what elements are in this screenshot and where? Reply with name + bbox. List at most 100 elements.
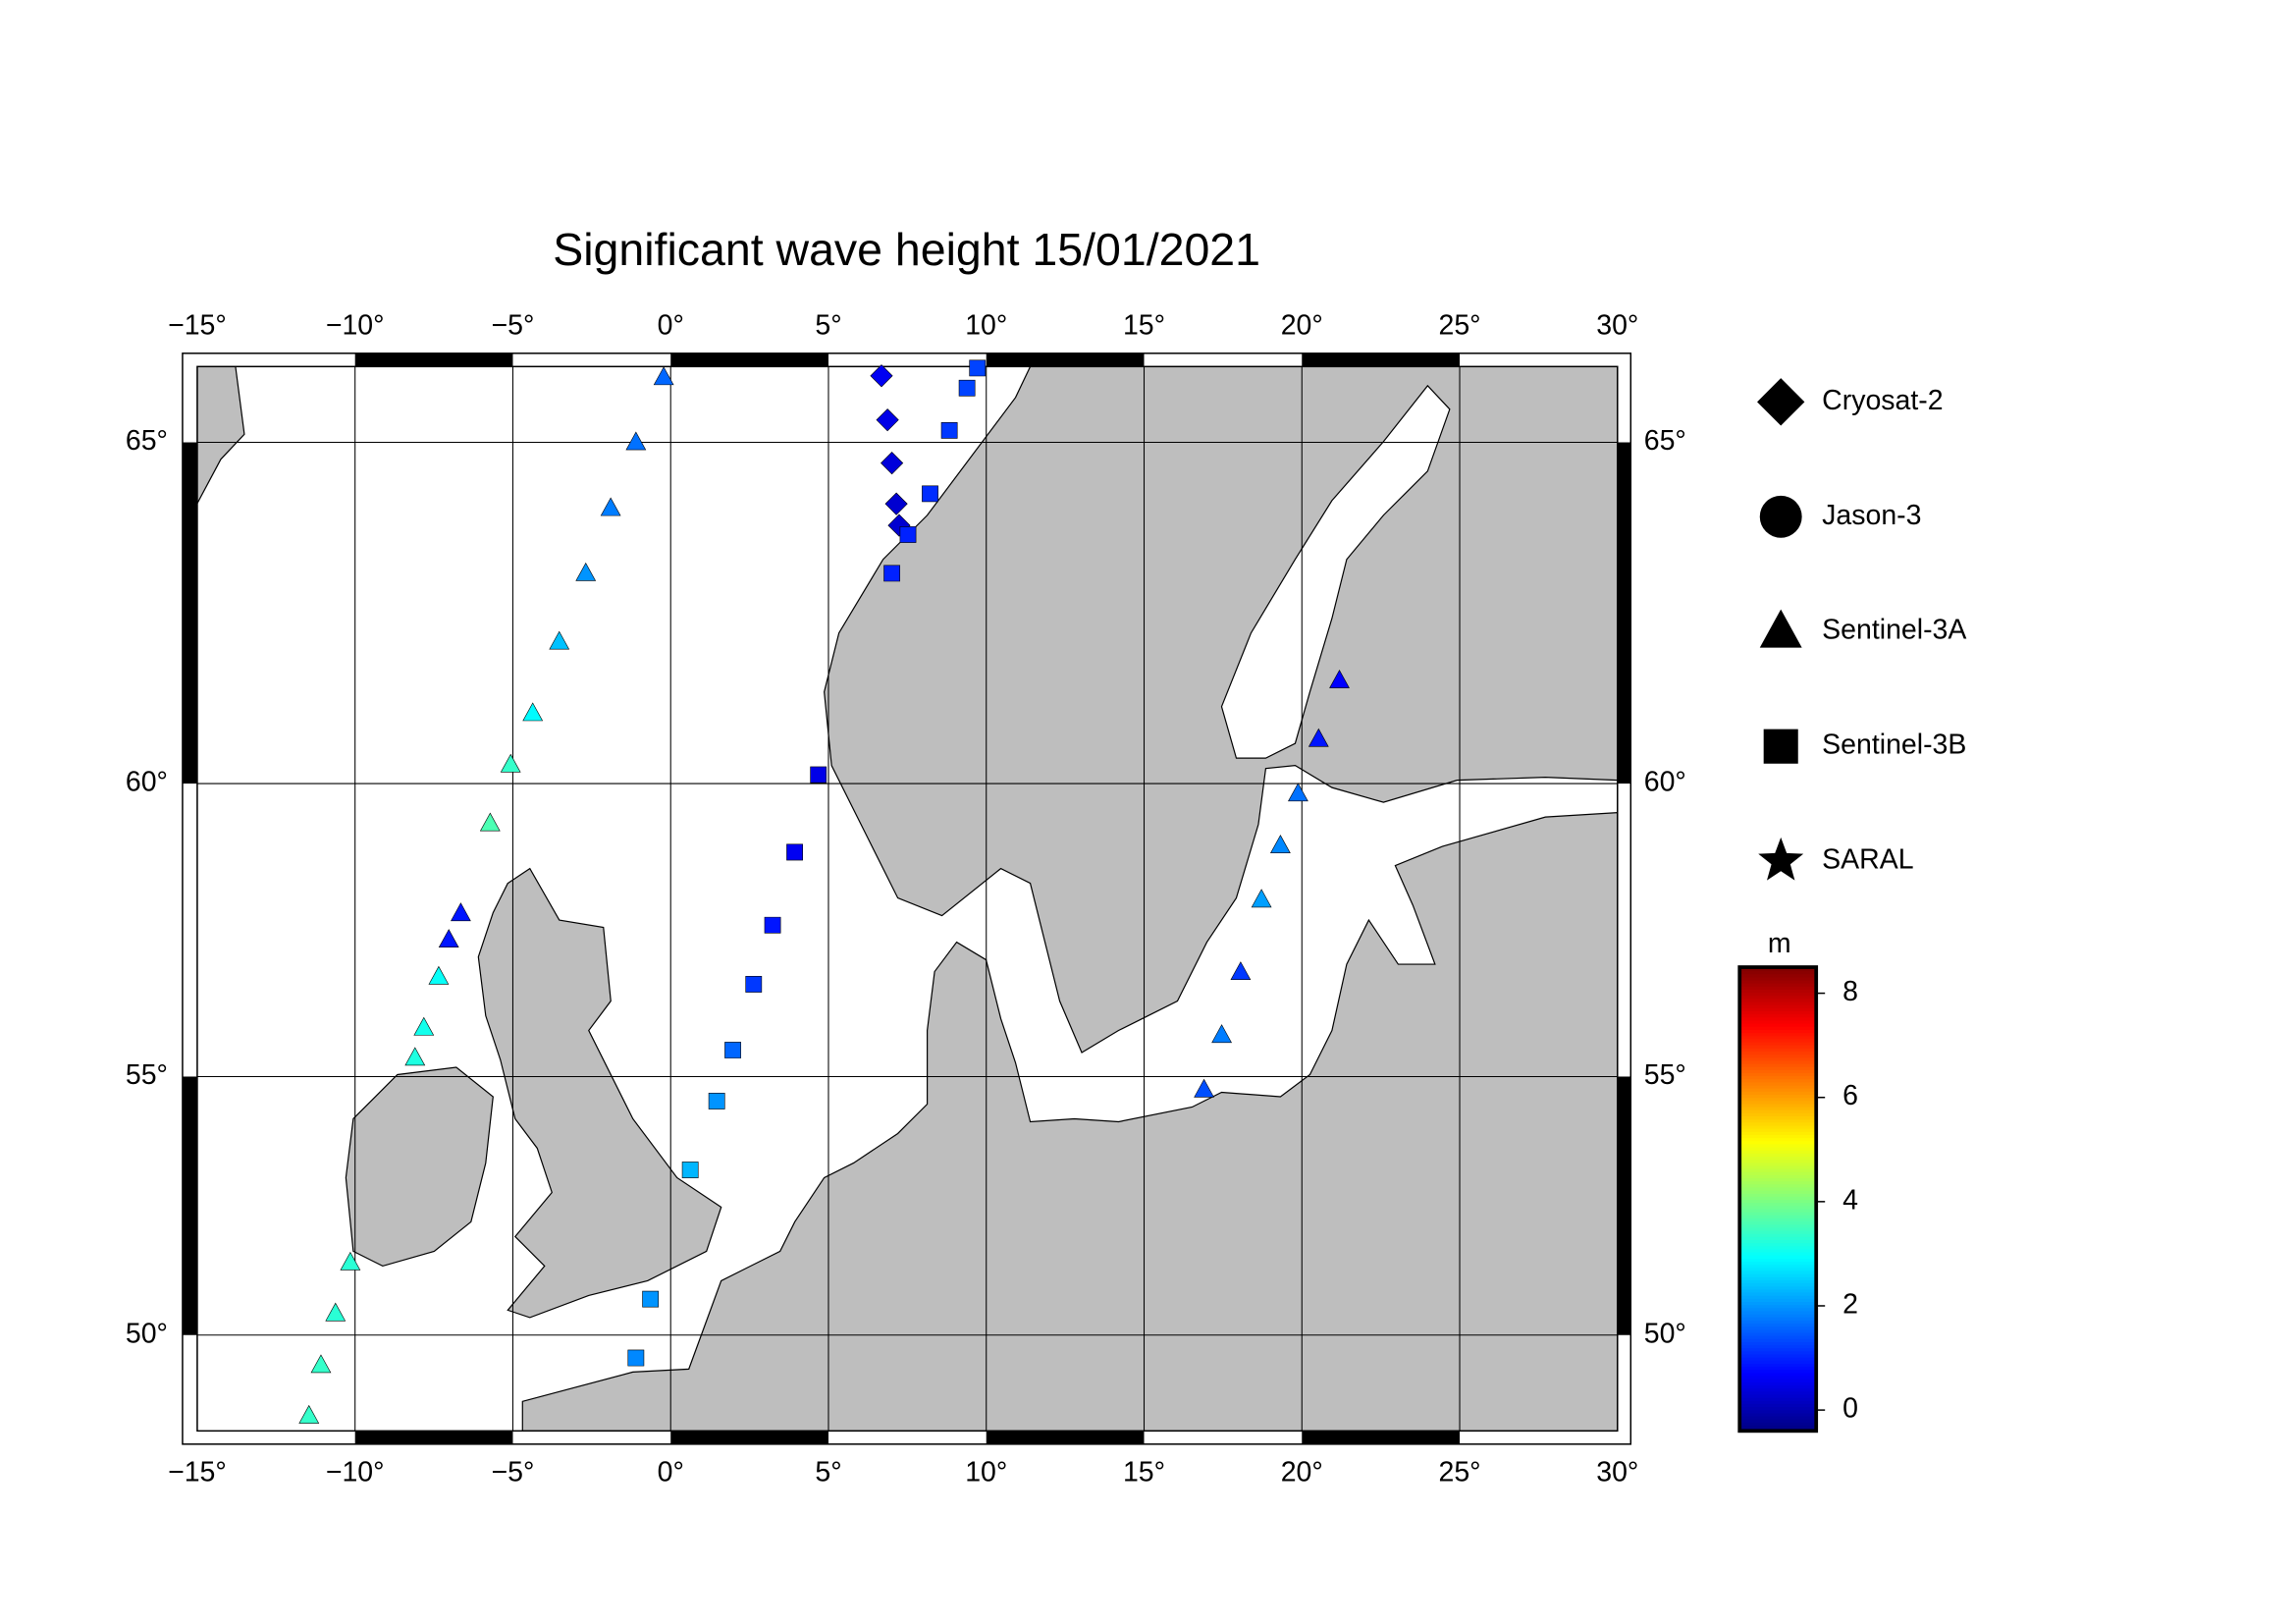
colorbar-step (1739, 1121, 1817, 1126)
x-tick-label: 20° (1281, 1456, 1323, 1488)
colorbar-step (1739, 1025, 1817, 1030)
colorbar-step (1739, 1047, 1817, 1052)
colorbar-step (1739, 1130, 1817, 1135)
colorbar-step (1739, 1016, 1817, 1021)
land (824, 366, 1618, 1054)
marker (681, 1162, 699, 1178)
colorbar-step (1739, 1409, 1817, 1414)
colorbar-step (1739, 1162, 1817, 1166)
frame-band (182, 442, 197, 784)
y-tick-label: 55° (1644, 1059, 1686, 1091)
colorbar-step (1739, 1399, 1817, 1404)
marker (549, 630, 570, 650)
colorbar-step (1739, 1106, 1817, 1110)
legend-marker (1757, 378, 1805, 426)
marker (1230, 961, 1252, 981)
colorbar-step (1739, 1090, 1817, 1096)
colorbar-step (1739, 1084, 1817, 1089)
colorbar-step (1739, 1341, 1817, 1346)
colorbar-step (1739, 1183, 1817, 1188)
marker (922, 485, 938, 503)
colorbar-tick-label: 2 (1842, 1288, 1858, 1320)
colorbar-step (1739, 1065, 1817, 1070)
colorbar-tick-label: 6 (1842, 1080, 1858, 1111)
colorbar-tick-label: 4 (1842, 1184, 1858, 1216)
colorbar-step (1739, 1378, 1817, 1382)
marker (1308, 728, 1329, 747)
colorbar-step (1739, 1285, 1817, 1290)
marks (298, 359, 1350, 1424)
colorbar-step (1739, 1294, 1817, 1299)
frame-band (354, 352, 513, 367)
colorbar-step (1739, 1232, 1817, 1237)
marker (522, 702, 544, 722)
colorbar-step (1739, 1267, 1817, 1271)
colorbar-step (1739, 995, 1817, 1000)
frame-band (1302, 352, 1461, 367)
colorbar-step (1739, 1297, 1817, 1302)
x-tick-label: −5° (492, 309, 535, 341)
colorbar-step (1739, 1038, 1817, 1043)
colorbar-step (1739, 1418, 1817, 1423)
colorbar-tick-label: 8 (1842, 976, 1858, 1007)
marker (1329, 669, 1350, 688)
colorbar-step (1739, 1029, 1817, 1034)
land (345, 1066, 494, 1268)
colorbar-step (1739, 1245, 1817, 1250)
colorbar-step (1739, 1152, 1817, 1158)
colorbar-step (1739, 1323, 1817, 1327)
marker (884, 492, 908, 515)
colorbar-step (1739, 1279, 1817, 1284)
frame-band (986, 352, 1145, 367)
colorbar-step (1739, 1366, 1817, 1371)
frame-band (1302, 1431, 1461, 1444)
frame-band (1617, 442, 1631, 784)
marker (340, 1251, 361, 1271)
legend-label: Sentinel-3A (1822, 615, 1966, 646)
frame-band (1617, 1076, 1631, 1335)
colorbar-step (1739, 998, 1817, 1002)
colorbar-step (1739, 1380, 1817, 1386)
colorbar-step (1739, 1319, 1817, 1325)
marker (653, 366, 674, 386)
colorbar-step (1739, 1146, 1817, 1151)
colorbar-step (1739, 1307, 1817, 1312)
colorbar-step (1739, 1062, 1817, 1067)
colorbar-step (1739, 1412, 1817, 1417)
marker (745, 976, 763, 993)
colorbar-step (1739, 1192, 1817, 1197)
colorbar-step (1739, 1068, 1817, 1074)
colorbar-step (1739, 1261, 1817, 1266)
x-tick-label: 25° (1438, 309, 1480, 341)
legend-label: Jason-3 (1822, 500, 1921, 531)
land (477, 867, 722, 1319)
colorbar-step (1739, 1137, 1817, 1142)
colorbar-step (1739, 976, 1817, 981)
colorbar-step (1739, 1356, 1817, 1361)
frame-band (986, 1431, 1145, 1444)
colorbar-step (1739, 1156, 1817, 1161)
colorbar-step (1739, 1229, 1817, 1234)
colorbar-step (1739, 1159, 1817, 1163)
colorbar-step (1739, 1275, 1817, 1280)
marker (625, 431, 647, 451)
x-tick-label: 30° (1596, 1456, 1638, 1488)
colorbar-step (1739, 1051, 1817, 1055)
colorbar-step (1739, 1328, 1817, 1333)
marker (1288, 783, 1308, 802)
colorbar-step (1739, 1242, 1817, 1247)
marker (764, 916, 781, 934)
marker (500, 753, 521, 773)
colorbar-step (1739, 1337, 1817, 1342)
colorbar-step (1739, 1094, 1817, 1099)
colorbar-step (1739, 1375, 1817, 1380)
colorbar-step (1739, 982, 1817, 987)
colorbar-step (1739, 1387, 1817, 1392)
y-tick-label: 50° (1644, 1318, 1686, 1349)
marker (1194, 1078, 1214, 1098)
colorbar-step (1739, 1258, 1817, 1263)
marker (940, 421, 958, 439)
marker (438, 929, 459, 947)
frame-band (354, 1431, 513, 1444)
colorbar-step (1739, 1288, 1817, 1293)
